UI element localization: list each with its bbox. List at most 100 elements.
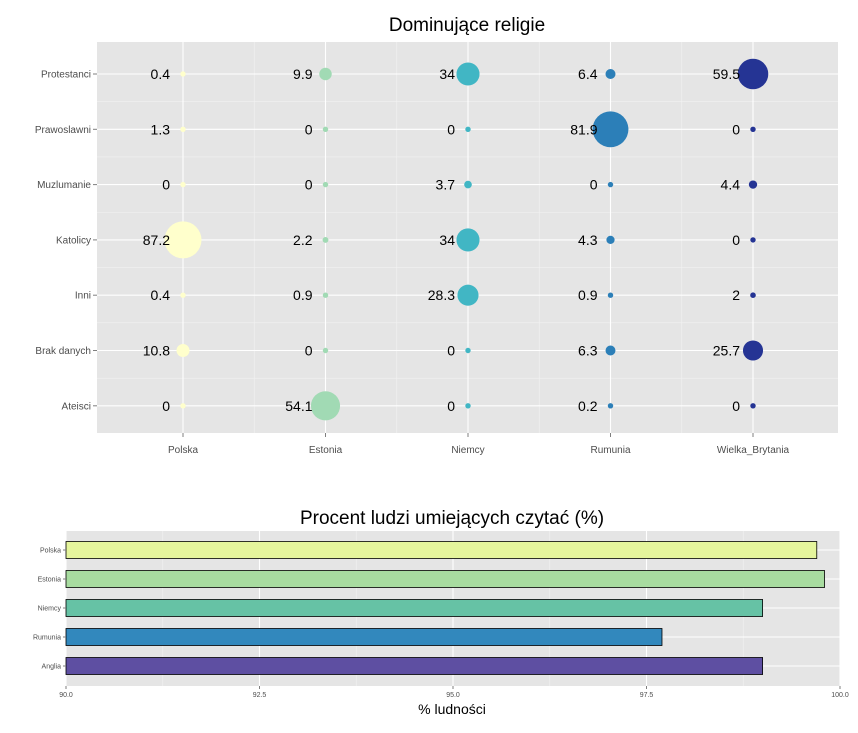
bubble-niemcy-katolicy [456,228,480,252]
bubble-polska-katolicy [164,221,202,259]
bubble-rumunia-katolicy [606,235,615,245]
bubble-y-tick-label-prawoslawni: Prawoslawni [35,125,91,136]
bubble-polska-muzlumanie [180,181,186,188]
bar-x-tick-label: 100.0 [831,692,849,699]
bar-y-axis: Polska Estonia Niemcy Rumunia Anglia [33,548,66,671]
bubble-value-label: 0 [305,121,313,137]
bubble-value-label: 9.9 [293,66,313,82]
bubble-wielka-brytania-inni [750,292,756,299]
bubble-estonia-inni [322,292,329,298]
bar-x-tick-label: 97.5 [640,692,654,699]
bubble-estonia-protestanci [319,67,332,81]
bubble-value-label: 0 [162,398,170,414]
bar-x-axis: 90.0 92.5 95.0 97.5 100.0 [59,686,849,699]
bar-x-tick-label: 90.0 [59,692,73,699]
bubble-chart: Dominujące religie Protestanci Prawoslawn… [35,15,838,456]
bar-rumunia [65,628,663,646]
bubble-value-label: 0 [305,343,313,359]
bubble-value-label: 6.3 [578,343,598,359]
bubble-value-label: 0 [732,398,740,414]
bar-polska [65,541,818,559]
bubble-value-label: 10.8 [143,343,170,359]
bubble-value-label: 3.7 [436,177,456,193]
bubble-niemcy-muzlumanie [464,180,472,189]
bubble-wielka-brytania-ateisci [750,403,756,409]
bubble-wielka-brytania-muzlumanie [748,180,758,189]
bubble-y-tick-label-katolicy: Katolicy [56,235,91,246]
bubble-value-label: 6.4 [578,66,598,82]
bar-y-tick-label-niemcy: Niemcy [38,606,62,613]
bubble-wielka-brytania-brak-danych [742,340,764,361]
bubble-estonia-katolicy [322,236,329,243]
bubble-value-label: 0 [447,121,455,137]
bubble-x-axis: Polska Estonia Niemcy Rumunia Wielka_Brytani… [168,433,790,456]
bubble-value-label: 81.9 [570,121,597,137]
bubble-wielka-brytania-katolicy [750,237,756,243]
bubble-estonia-brak-danych [322,347,329,354]
bubble-estonia-muzlumanie [322,181,329,188]
bubble-value-label: 4.3 [578,232,598,248]
bubble-y-tick-label-inni: Inni [75,291,91,302]
bubble-value-label: 4.4 [721,177,741,193]
bubble-niemcy-brak-danych [465,347,471,354]
bubble-value-label: 0 [732,232,740,248]
bubble-x-tick-label-estonia: Estonia [309,445,343,456]
bubble-value-label: 1.3 [151,121,171,137]
bar-marks [65,541,825,675]
bubble-polska-ateisci [180,403,186,409]
bubble-estonia-ateisci [310,391,341,421]
bubble-value-label: 0 [447,398,455,414]
bubble-niemcy-protestanci [456,62,480,86]
bubble-niemcy-prawoslawni [465,126,471,132]
bubble-rumunia-inni [607,292,614,298]
bubble-value-label: 0.4 [151,66,171,82]
bubble-value-label: 2 [732,287,740,303]
bubble-value-label: 0 [732,121,740,137]
bubble-value-label: 0.9 [293,287,313,303]
bubble-x-tick-label-rumunia: Rumunia [590,445,630,456]
bubble-y-axis: Protestanci Prawoslawni Muzlumanie Katolicy… [35,70,97,412]
bubble-value-label: 2.2 [293,232,313,248]
bar-chart: Procent ludzi umiejących czytać (%) Pols… [33,508,849,717]
bubble-value-label: 0.4 [151,287,171,303]
bar-x-tick-label: 92.5 [253,692,267,699]
bar-y-tick-label-estonia: Estonia [38,577,61,584]
bubble-chart-title: Dominujące religie [389,15,545,36]
bubble-polska-brak-danych [176,343,190,358]
bubble-rumunia-ateisci [607,403,614,409]
bubble-estonia-prawoslawni [322,126,329,132]
bubble-rumunia-protestanci [605,68,616,80]
bubble-polska-protestanci [180,71,186,77]
bubble-x-tick-label-polska: Polska [168,445,198,456]
bubble-value-label: 34 [439,66,455,82]
bar-x-axis-label: % ludności [418,701,486,717]
bar-niemcy [65,599,763,617]
bubble-niemcy-ateisci [465,403,471,409]
bubble-rumunia-muzlumanie [607,181,614,188]
bubble-value-label: 54.1 [285,398,312,414]
bubble-value-label: 28.3 [428,287,455,303]
bubble-x-tick-label-wielka-brytania: Wielka_Brytania [717,445,790,456]
bar-y-tick-label-anglia: Anglia [42,664,62,671]
bubble-value-label: 0 [305,177,313,193]
bubble-y-tick-label-brak-danych: Brak danych [35,346,91,357]
bubble-y-tick-label-ateisci: Ateisci [62,401,91,412]
bubble-niemcy-inni [457,284,479,306]
bubble-wielka-brytania-protestanci [737,58,769,90]
bar-x-tick-label: 95.0 [446,692,460,699]
bubble-value-label: 34 [439,232,455,248]
bar-anglia [65,657,763,675]
bubble-value-label: 25.7 [713,343,740,359]
bubble-x-tick-label-niemcy: Niemcy [451,445,484,456]
bubble-value-label: 0 [162,177,170,193]
bar-y-tick-label-rumunia: Rumunia [33,635,61,642]
bubble-value-label: 87.2 [143,232,170,248]
bubble-wielka-brytania-prawoslawni [750,126,756,132]
bubble-rumunia-brak-danych [605,345,616,356]
bubble-value-label: 0 [590,177,598,193]
bubble-value-label: 0 [447,343,455,359]
bubble-value-label: 0.9 [578,287,598,303]
bar-chart-title: Procent ludzi umiejących czytać (%) [300,508,604,529]
bubble-marks: 0.4 1.3 0 87.2 0.4 10.8 0 9.9 0 0 2.2 0.9 0 54.1 34 0 3.… [143,58,769,421]
bubble-y-tick-label-muzlumanie: Muzlumanie [37,180,91,191]
